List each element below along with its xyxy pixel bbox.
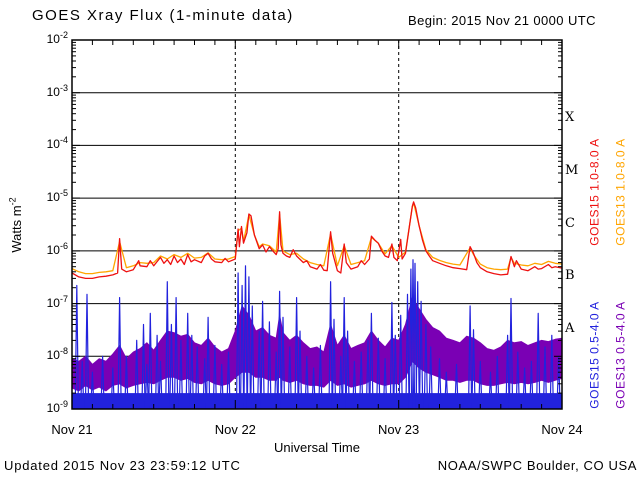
y-tick-label: 10-7 (46, 293, 68, 310)
flare-class-label: A (565, 320, 575, 336)
y-axis-label-text: Watts m (8, 205, 24, 253)
y-tick-label: 10-4 (46, 135, 68, 152)
x-tick-label: Nov 21 (51, 422, 93, 437)
chart-title: GOES Xray Flux (1-minute data) (32, 7, 294, 24)
attribution: NOAA/SWPC Boulder, CO USA (437, 458, 637, 473)
x-tick-label: Nov 24 (541, 422, 583, 437)
legend-goes15-long: GOES15 1.0-8.0 A (587, 138, 602, 246)
y-tick-label: 10-2 (46, 30, 68, 46)
legend-goes13-short: GOES13 0.5-4.0 A (613, 301, 628, 409)
y-tick-label: 10-6 (46, 240, 68, 257)
legend-goes13-long: GOES13 1.0-8.0 A (613, 138, 628, 246)
x-axis-label: Universal Time (274, 440, 360, 455)
y-tick-label: 10-5 (46, 188, 68, 205)
x-tick-label: Nov 22 (214, 422, 256, 437)
y-axis-label-exponent: -2 (7, 197, 18, 206)
legend-goes15-short: GOES15 0.5-4.0 A (587, 301, 602, 409)
y-tick-label: 10-8 (46, 346, 68, 363)
begin-timestamp: Begin: 2015 Nov 21 0000 UTC (408, 13, 596, 28)
x-tick-label: Nov 23 (378, 422, 420, 437)
flare-class-label: M (565, 162, 579, 178)
y-axis-label: Watts m-2 (7, 197, 24, 253)
updated-timestamp: Updated 2015 Nov 23 23:59:12 UTC (4, 458, 241, 473)
flare-class-label: X (565, 110, 575, 126)
y-tick-label: 10-3 (46, 82, 68, 99)
y-tick-label: 10-9 (46, 399, 68, 415)
flare-class-label: B (565, 268, 575, 284)
flare-class-label: C (565, 215, 575, 231)
